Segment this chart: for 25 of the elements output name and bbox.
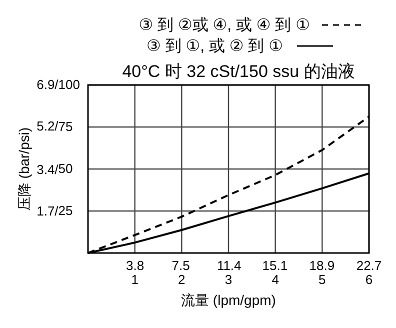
x-tick-label: 6 bbox=[365, 272, 373, 287]
x-tick-label: 2 bbox=[178, 272, 186, 287]
x2-tick-label: 7.5 bbox=[172, 258, 190, 273]
x2-tick-label: 15.1 bbox=[262, 258, 288, 273]
y-axis-title: 压降 (bar/psi) bbox=[16, 127, 32, 211]
y-tick-label: 1.7/ bbox=[36, 204, 59, 219]
x2-tick-label: 22.7 bbox=[356, 258, 382, 273]
y-tick-label: 3.4/ bbox=[36, 162, 59, 178]
x2-tick-label: 11.4 bbox=[216, 258, 242, 273]
y2-tick-label: 100 bbox=[58, 77, 80, 92]
x-tick-label: 4 bbox=[272, 272, 279, 287]
x-tick-label: 5 bbox=[318, 272, 326, 287]
x2-tick-label: 18.9 bbox=[309, 258, 335, 273]
x-tick-label: 1 bbox=[131, 272, 138, 287]
x2-tick-label: 3.8 bbox=[126, 258, 144, 273]
x-tick-label: 3 bbox=[224, 272, 232, 287]
y-tick-label: 6.9/ bbox=[36, 77, 59, 92]
y-tick-label: 5.2/ bbox=[36, 118, 59, 134]
chart-title: 40°C 时 32 cSt/150 ssu 的油液 bbox=[122, 62, 355, 81]
x-axis-title: 流量 (lpm/gpm) bbox=[181, 292, 276, 308]
legend-label: ③ 到 ①, 或 ② 到 ① bbox=[146, 37, 283, 55]
y2-tick-label: 75 bbox=[58, 119, 73, 134]
legend-label: ③ 到 ②或 ④, 或 ④ 到 ① bbox=[138, 16, 310, 34]
y2-tick-label: 50 bbox=[58, 161, 73, 176]
y2-tick-label: 25 bbox=[58, 203, 73, 218]
